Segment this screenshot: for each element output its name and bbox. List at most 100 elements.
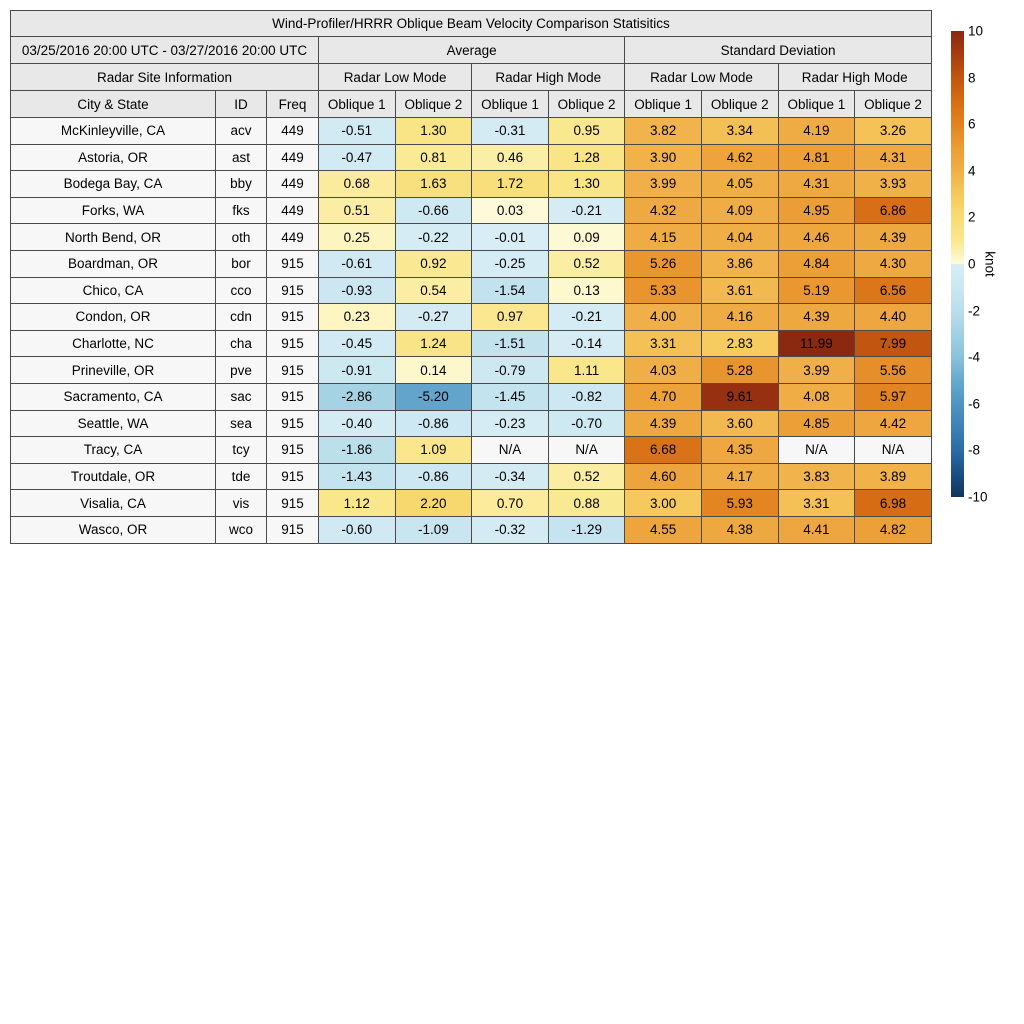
table-row: Visalia, CA vis 915 1.12 2.20 0.70 0.88 3.00 5.9…: [10, 489, 932, 517]
value-cell: 4.39: [777, 303, 856, 331]
freq-cell: 915: [266, 409, 319, 438]
value-cell: 0.23: [318, 303, 396, 331]
value-cell-na: N/A: [471, 436, 549, 464]
value-cell: 0.88: [547, 489, 626, 517]
value-cell: -0.01: [471, 223, 549, 251]
value-cell: 5.97: [854, 382, 932, 411]
freq-cell: 915: [266, 249, 319, 278]
freq-cell: 449: [266, 143, 319, 172]
value-cell: 4.08: [777, 382, 856, 411]
value-cell: 5.93: [700, 489, 779, 517]
stats-table: Wind-Profiler/HRRR Oblique Beam Velocity…: [10, 10, 932, 544]
avg-high-mode-header: Radar High Mode: [471, 63, 626, 91]
value-cell: 3.99: [624, 170, 702, 198]
std-high-mode-header: Radar High Mode: [777, 63, 932, 91]
freq-cell: 915: [266, 356, 319, 384]
city-cell: Forks, WA: [10, 196, 216, 225]
freq-cell: 915: [266, 382, 319, 411]
colorbar-tick-label: -6: [968, 396, 981, 412]
value-cell: 4.17: [700, 462, 779, 491]
value-cell: 1.24: [394, 329, 473, 358]
value-cell: 4.31: [854, 143, 932, 172]
value-cell: -0.51: [318, 117, 396, 145]
freq-header: Freq: [266, 90, 319, 118]
value-cell: 0.52: [547, 462, 626, 491]
value-cell: -1.45: [471, 382, 549, 411]
date-range: 03/25/2016 20:00 UTC - 03/27/2016 20:00 …: [10, 36, 319, 64]
value-cell: 4.60: [624, 462, 702, 491]
value-cell: 4.15: [624, 223, 702, 251]
colorbar-tick-label: -2: [968, 302, 981, 318]
site-id-cell: sea: [215, 409, 267, 438]
value-cell: -1.51: [471, 329, 549, 358]
value-cell: -1.43: [318, 462, 396, 491]
freq-cell: 915: [266, 462, 319, 491]
site-id-cell: bor: [215, 249, 267, 278]
value-cell: -0.21: [547, 196, 626, 225]
city-cell: McKinleyville, CA: [10, 117, 216, 145]
site-id-cell: sac: [215, 382, 267, 411]
value-cell: -0.86: [394, 409, 473, 438]
value-cell: 3.61: [700, 276, 779, 305]
value-cell: 4.62: [700, 143, 779, 172]
colorbar-tick-label: 2: [968, 209, 976, 225]
value-cell: -0.47: [318, 143, 396, 172]
value-cell: 0.46: [471, 143, 549, 172]
value-cell: 4.55: [624, 515, 702, 544]
value-cell: 4.04: [700, 223, 779, 251]
value-cell: 0.25: [318, 223, 396, 251]
value-cell: 1.30: [394, 117, 473, 145]
value-cell: 3.31: [624, 329, 702, 358]
colorbar-tick-label: -10: [968, 489, 988, 505]
value-cell: 3.31: [777, 489, 856, 517]
column-header-row: City & State ID Freq Oblique 1 Oblique 2…: [10, 90, 932, 118]
value-cell: 4.85: [777, 409, 856, 438]
title-row: Wind-Profiler/HRRR Oblique Beam Velocity…: [10, 10, 932, 37]
value-cell: 1.63: [394, 170, 473, 198]
value-cell: -0.32: [471, 515, 549, 544]
city-cell: Wasco, OR: [10, 515, 216, 544]
value-cell: 1.11: [547, 356, 626, 384]
value-cell: 4.05: [700, 170, 779, 198]
value-cell: -0.91: [318, 356, 396, 384]
freq-cell: 915: [266, 489, 319, 517]
value-cell: -0.22: [394, 223, 473, 251]
colorbar-tick-label: 0: [968, 256, 976, 272]
value-cell: 0.81: [394, 143, 473, 172]
value-cell-na: N/A: [777, 436, 856, 464]
colorbar-tick-label: 4: [968, 163, 976, 179]
value-cell: 4.30: [854, 249, 932, 278]
table-row: Forks, WA fks 449 0.51 -0.66 0.03 -0.21 4.32 4.0…: [10, 196, 932, 225]
group-standard-deviation: Standard Deviation: [624, 36, 932, 64]
group-average: Average: [317, 36, 626, 64]
value-cell-na: N/A: [547, 436, 626, 464]
value-cell: 6.86: [854, 196, 932, 225]
site-id-cell: fks: [215, 196, 267, 225]
value-cell: 1.30: [547, 170, 626, 198]
value-cell: 4.84: [777, 249, 856, 278]
value-cell: 4.40: [854, 303, 932, 331]
city-cell: Boardman, OR: [10, 249, 216, 278]
table-row: North Bend, OR oth 449 0.25 -0.22 -0.01 0.09 4.…: [10, 223, 932, 251]
table-row: Prineville, OR pve 915 -0.91 0.14 -0.79 1.11 4.…: [10, 356, 932, 384]
colorbar-tick-label: 6: [968, 116, 976, 132]
freq-cell: 915: [266, 436, 319, 464]
site-id-cell: tcy: [215, 436, 267, 464]
site-id-cell: oth: [215, 223, 267, 251]
value-cell-na: N/A: [854, 436, 932, 464]
city-cell: Condon, OR: [10, 303, 216, 331]
value-cell: -1.09: [394, 515, 473, 544]
table-row: Sacramento, CA sac 915 -2.86 -5.20 -1.45 -0.82…: [10, 382, 932, 411]
table-row: McKinleyville, CA acv 449 -0.51 1.30 -0.31 0.9…: [10, 117, 932, 145]
table-title: Wind-Profiler/HRRR Oblique Beam Velocity…: [10, 10, 932, 37]
value-cell: 11.99: [777, 329, 856, 358]
oblique-header: Oblique 2: [394, 90, 473, 118]
city-cell: Troutdale, OR: [10, 462, 216, 491]
value-cell: 0.13: [547, 276, 626, 305]
value-cell: 4.39: [854, 223, 932, 251]
value-cell: -0.60: [318, 515, 396, 544]
colorbar-tick-label: 10: [968, 23, 984, 39]
oblique-header: Oblique 2: [547, 90, 626, 118]
value-cell: -0.40: [318, 409, 396, 438]
city-cell: Bodega Bay, CA: [10, 170, 216, 198]
